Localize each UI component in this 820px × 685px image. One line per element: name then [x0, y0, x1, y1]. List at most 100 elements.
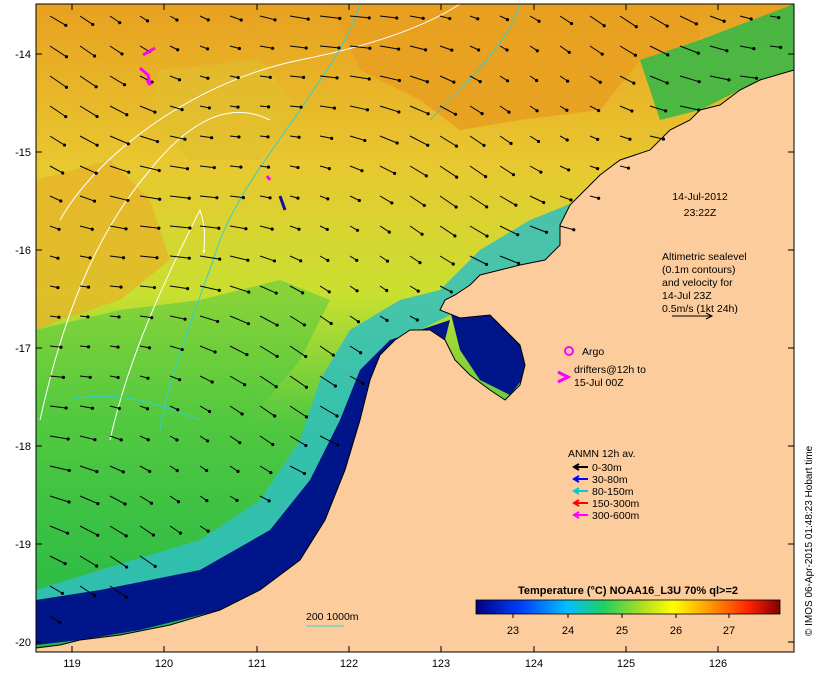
- velocity-arrow-head: [539, 170, 543, 174]
- velocity-arrow-head: [237, 135, 241, 139]
- velocity-arrow: [49, 435, 69, 440]
- velocity-arrow-head: [357, 198, 361, 203]
- velocity-arrow: [259, 45, 273, 49]
- velocity-arrow-head: [572, 228, 576, 232]
- argo-marker-icon: [564, 346, 574, 356]
- velocity-arrow-head: [268, 75, 272, 79]
- velocity-arrow: [199, 225, 219, 229]
- velocity-arrow-head: [482, 143, 486, 148]
- velocity-arrow-head: [752, 47, 756, 51]
- velocity-arrow-head: [124, 595, 128, 599]
- velocity-arrow-head: [327, 290, 331, 294]
- velocity-arrow: [199, 255, 220, 260]
- velocity-arrow: [469, 225, 488, 237]
- velocity-arrow: [739, 15, 752, 20]
- velocity-arrow-head: [395, 141, 399, 145]
- velocity-arrow: [619, 75, 635, 84]
- depth-bin-arrowhead-icon: [572, 487, 580, 495]
- velocity-arrow-head: [240, 412, 244, 416]
- colorbar-tick-label: 24: [562, 625, 574, 637]
- velocity-arrow: [109, 15, 120, 24]
- velocity-arrow-head: [273, 18, 277, 22]
- velocity-arrow: [769, 45, 781, 48]
- velocity-arrow-head: [422, 203, 426, 208]
- velocity-arrow: [739, 45, 755, 50]
- velocity-arrow: [469, 75, 481, 83]
- velocity-arrow-head: [297, 135, 301, 139]
- velocity-arrow-head: [335, 414, 339, 418]
- velocity-arrow: [619, 15, 637, 28]
- velocity-arrow-head: [145, 19, 150, 23]
- velocity-arrow-head: [56, 256, 60, 260]
- velocity-arrow: [169, 75, 180, 81]
- velocity-arrow-head: [205, 47, 210, 51]
- velocity-arrow-head: [64, 55, 69, 59]
- velocity-arrow-head: [535, 109, 539, 113]
- velocity-arrow-head: [185, 287, 190, 291]
- velocity-arrow-head: [275, 354, 279, 358]
- velocity-arrow-head: [124, 565, 129, 569]
- velocity-arrow: [259, 495, 270, 502]
- velocity-arrows: [49, 15, 783, 625]
- velocity-arrow: [619, 135, 631, 140]
- velocity-arrow: [559, 195, 572, 201]
- depth-bin-label: 30-80m: [592, 474, 628, 486]
- velocity-arrow: [319, 15, 340, 19]
- velocity-arrow-head: [116, 375, 120, 380]
- velocity-arrow: [79, 585, 96, 597]
- scale-arrow-head: [705, 312, 714, 320]
- colorbar-tick-label: 27: [723, 625, 735, 637]
- velocity-arrow-head: [215, 196, 219, 200]
- velocity-arrow-head: [176, 500, 181, 504]
- velocity-arrow: [79, 45, 95, 57]
- velocity-arrow-head: [696, 51, 700, 55]
- velocity-arrow: [199, 525, 209, 532]
- colorbar-ticks: 23 24 25 26 27: [507, 614, 735, 637]
- velocity-arrow: [49, 135, 65, 146]
- velocity-arrow-head: [514, 203, 518, 207]
- velocity-arrow-head: [58, 620, 62, 625]
- velocity-arrow-head: [96, 502, 100, 506]
- velocity-arrow-head: [150, 80, 154, 84]
- depth-bin-arrowhead-icon: [572, 475, 580, 483]
- velocity-arrow: [349, 165, 363, 172]
- velocity-arrow-head: [157, 226, 161, 230]
- velocity-arrow: [169, 225, 190, 229]
- velocity-arrow-head: [356, 320, 361, 324]
- velocity-arrow: [169, 375, 180, 381]
- velocity-arrow-head: [600, 52, 604, 56]
- velocity-arrow-head: [217, 226, 221, 230]
- lon-tick-label: 122: [340, 658, 358, 670]
- velocity-arrow: [109, 555, 127, 568]
- velocity-arrow-head: [123, 502, 127, 506]
- velocity-arrow-head: [296, 165, 300, 170]
- velocity-arrow-head: [247, 290, 251, 294]
- velocity-arrow: [439, 225, 456, 237]
- latitude-axis: -14 -15 -16 -17 -18 -19 -20: [15, 49, 794, 649]
- velocity-arrow: [169, 195, 190, 199]
- velocity-arrow: [109, 525, 127, 537]
- velocity-arrow-head: [64, 115, 68, 119]
- velocity-arrow: [349, 375, 364, 384]
- velocity-arrow-head: [236, 75, 240, 80]
- velocity-arrow-head: [387, 230, 391, 234]
- sealevel-note: Altimetric sealevel (0.1m contours) and …: [662, 251, 747, 320]
- velocity-arrow-head: [88, 256, 92, 260]
- velocity-arrow-head: [355, 289, 359, 293]
- velocity-arrow: [199, 285, 220, 291]
- velocity-arrow: [409, 135, 428, 146]
- velocity-arrow: [79, 375, 91, 378]
- velocity-arrow-head: [146, 438, 150, 442]
- velocity-arrow-head: [749, 17, 753, 21]
- velocity-arrow-head: [92, 199, 97, 203]
- lat-tick-label: -15: [15, 147, 31, 159]
- velocity-arrow: [169, 495, 179, 503]
- drifter-marker-icon: [557, 370, 572, 384]
- velocity-arrow-head: [206, 18, 210, 22]
- velocity-arrow: [139, 465, 150, 472]
- velocity-arrow-head: [484, 262, 489, 266]
- velocity-arrow-head: [62, 143, 67, 147]
- velocity-arrow-head: [271, 442, 275, 447]
- velocity-arrow-head: [146, 376, 150, 380]
- velocity-arrow: [199, 195, 217, 199]
